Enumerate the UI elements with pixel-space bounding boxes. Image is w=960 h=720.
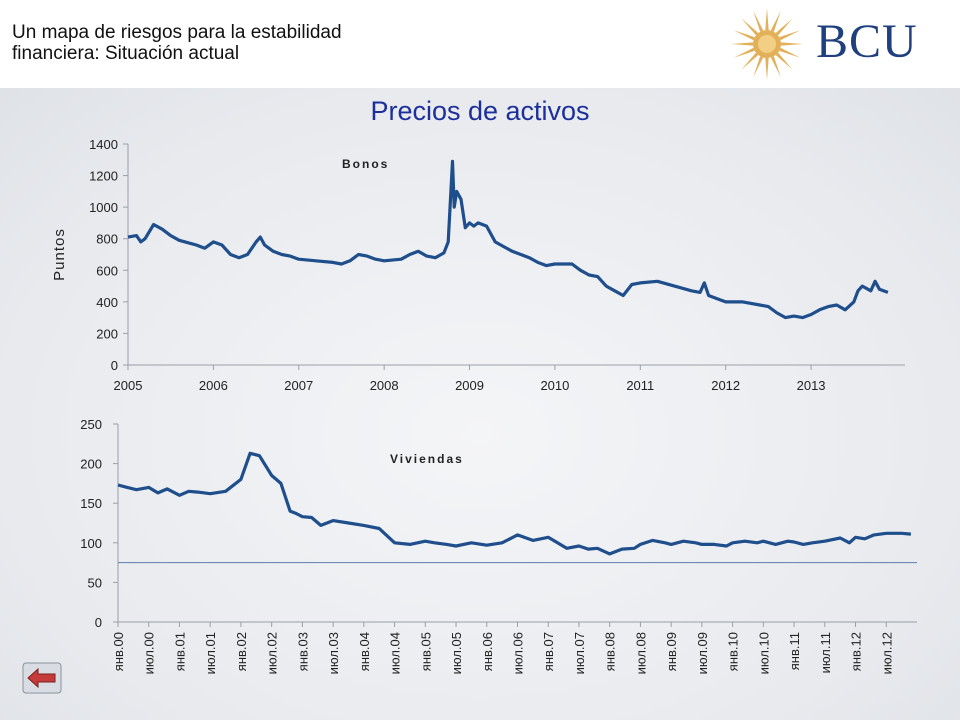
logo-text: BCU [816, 15, 918, 68]
back-button[interactable] [22, 662, 62, 694]
header-title: Un mapa de riesgos para la estabilidad f… [12, 22, 432, 64]
header-title-line2: financiera: Situación actual [12, 43, 240, 64]
slide-title: Precios de activos [370, 96, 590, 126]
logo: BCU [706, 0, 960, 88]
sun-emblem-icon [731, 8, 803, 80]
back-arrow-icon [22, 662, 62, 694]
slide-background [0, 88, 960, 720]
header-title-line1: Un mapa de riesgos para la estabilidad [12, 22, 342, 43]
